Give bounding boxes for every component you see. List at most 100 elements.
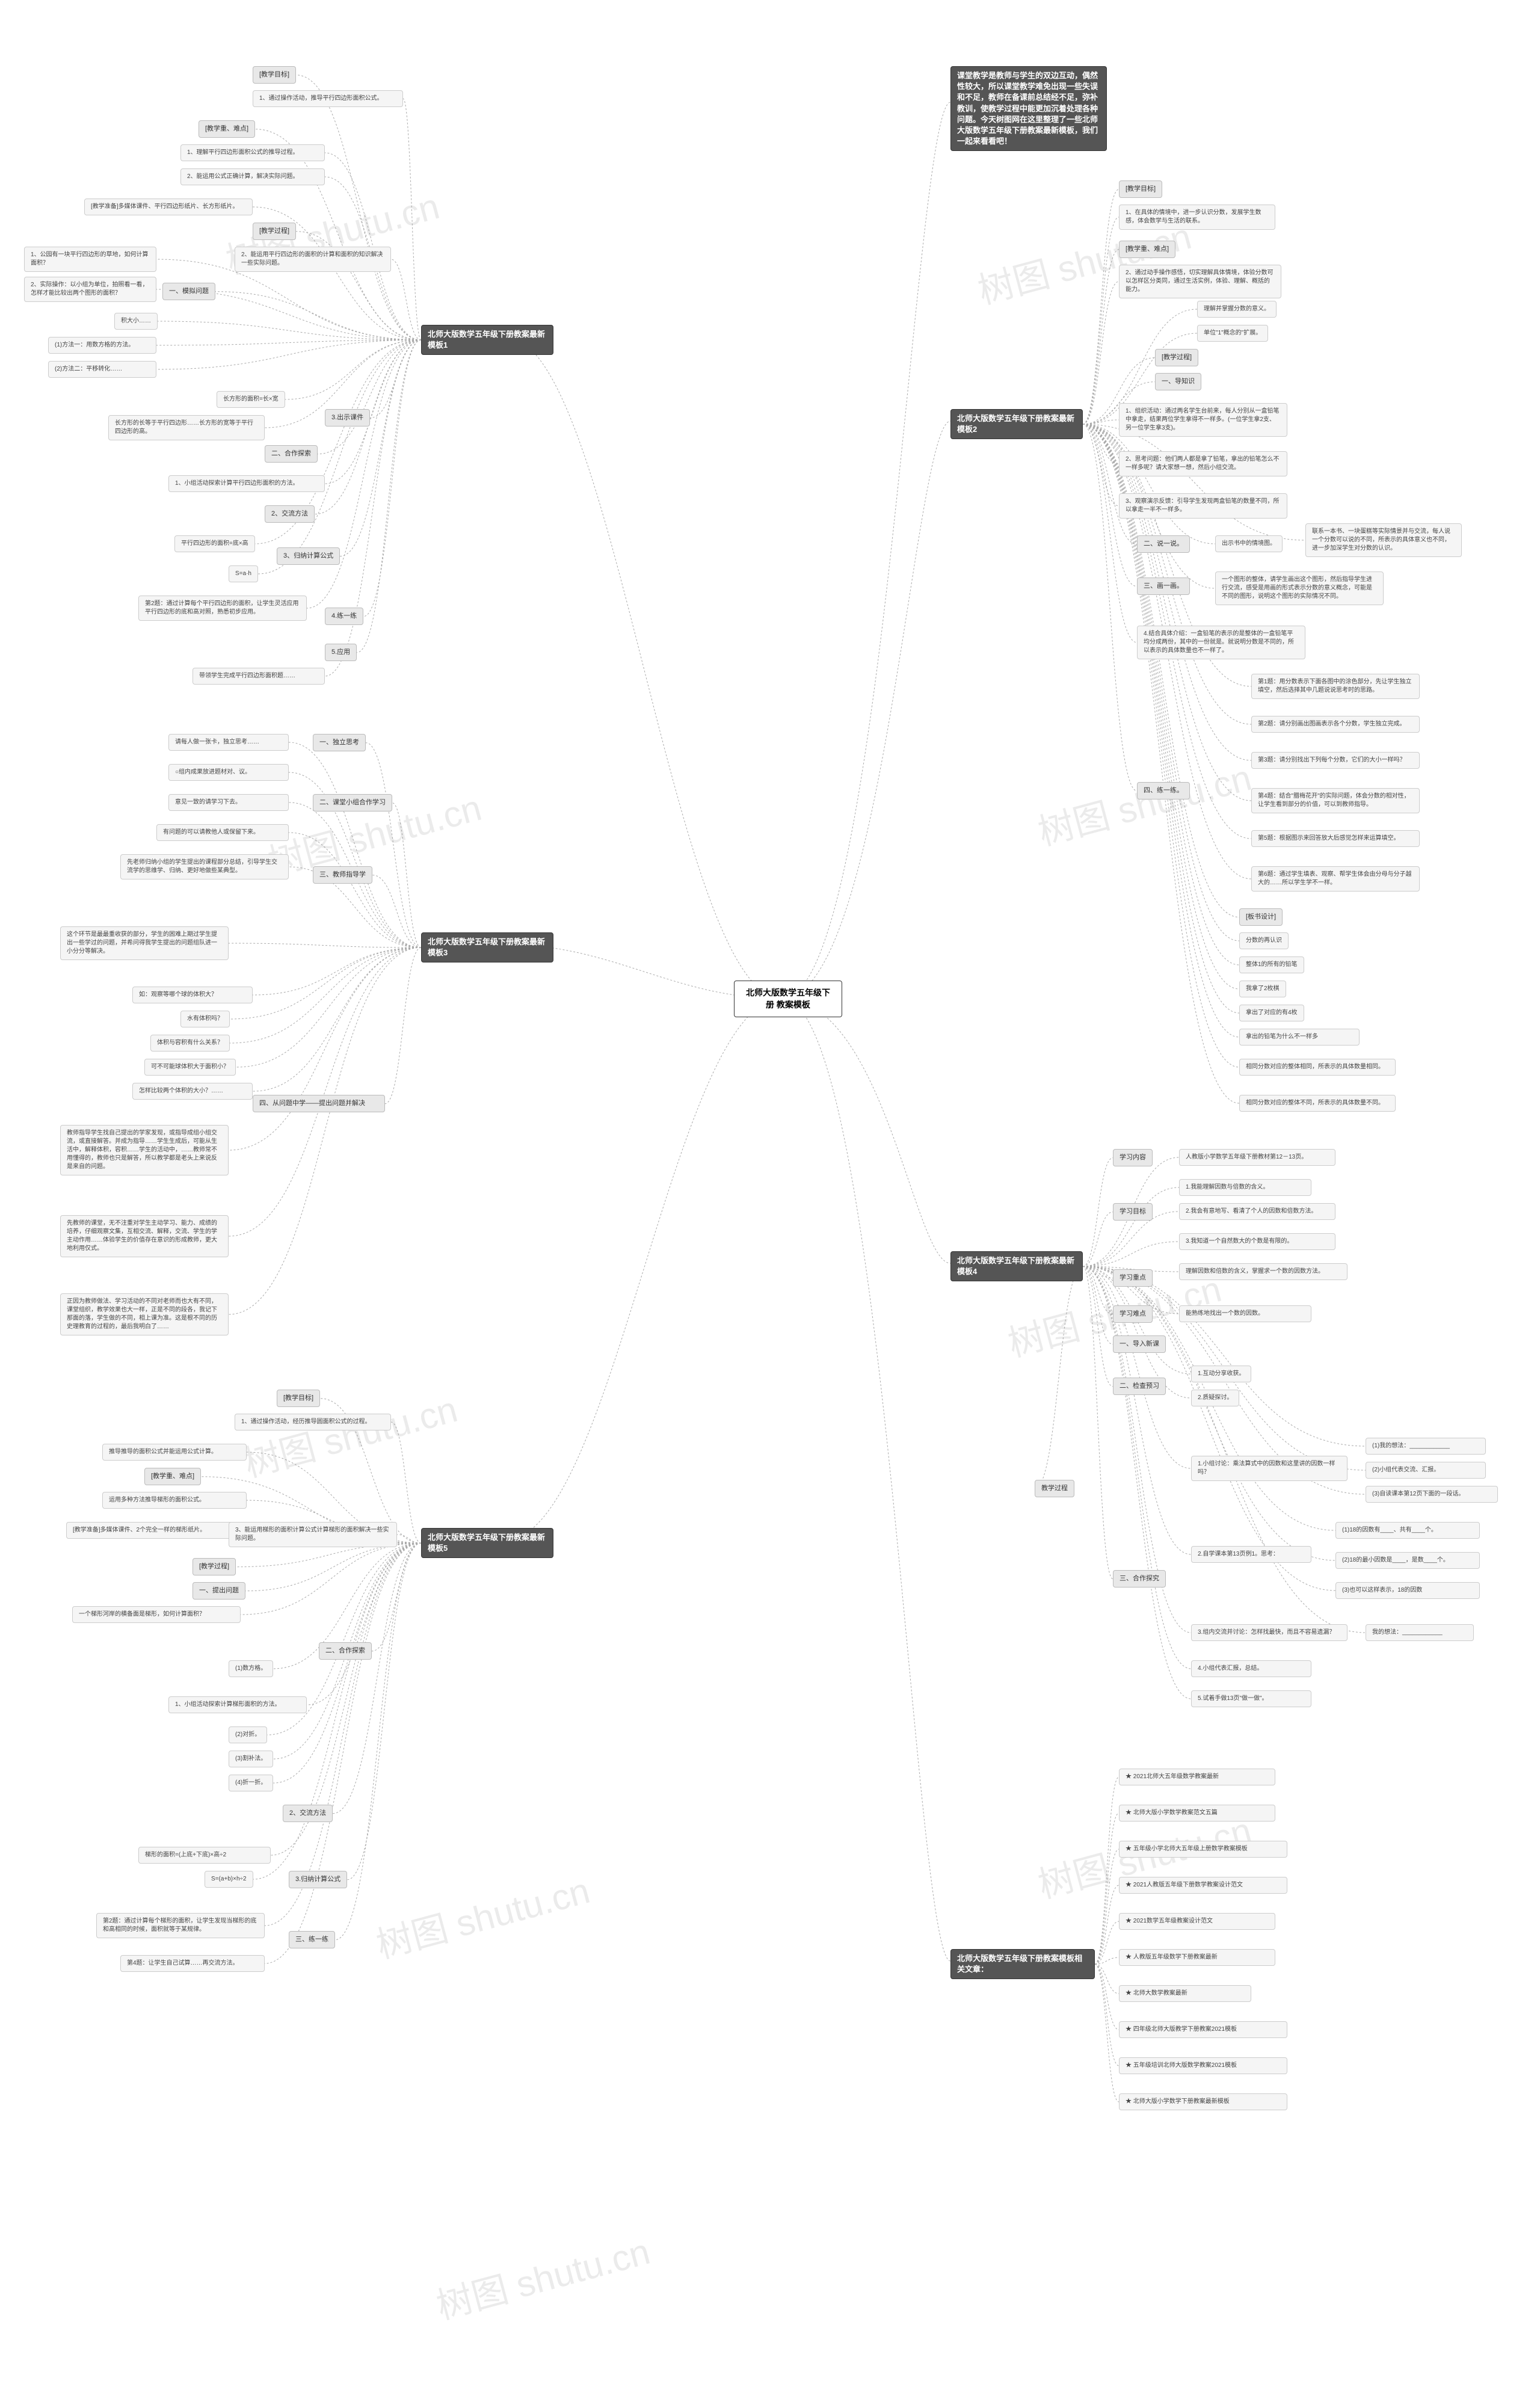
m1-goal: [教学目标] bbox=[253, 66, 296, 84]
m4-content: 学习内容 bbox=[1113, 1149, 1153, 1166]
m2-act3: 3、观察演示反馈：引导学生发现两盒铅笔的数量不同，所以拿走一半不一样多。 bbox=[1119, 493, 1287, 519]
m4-p2: 二、检查预习 bbox=[1113, 1378, 1166, 1395]
branch-m5[interactable]: 北师大版数学五年级下册教案最新模板5 bbox=[421, 1528, 553, 1558]
m2-board: [板书设计] bbox=[1239, 908, 1283, 926]
m3-e2: 如：观察等哪个球的体积大？ bbox=[132, 987, 253, 1003]
m1-formula2: S=a·h bbox=[229, 565, 258, 582]
m1-intro1: 1、公园有一块平行四边形的草地，如何计算面积？ bbox=[24, 247, 156, 272]
watermark: 树图 shutu.cn bbox=[370, 1861, 595, 1968]
m5-coop1: 1、小组活动探索计算梯形面积的方法。 bbox=[168, 1696, 307, 1713]
m2-act1: 1、组织活动：通过两名学生台前来，每人分别从一盒铅笔中拿走，结果两位学生拿得不一… bbox=[1119, 403, 1287, 437]
m1-proc: [教学过程] bbox=[253, 223, 296, 240]
m3-f: 教师指导学生找自己提出的学家发现，或指导成组小组交流，或直接解答。并成为指导……… bbox=[60, 1125, 229, 1175]
m1-diff2: 2、能运用公式正确计算，解决实际问题。 bbox=[180, 168, 325, 185]
m5-goal: [教学目标] bbox=[277, 1390, 320, 1407]
m1-show2: 长方形的长等于平行四边形……长方形的宽等于平行四边形的高。 bbox=[108, 415, 265, 440]
m3-c: 二、课堂小组合作学习 bbox=[313, 794, 392, 811]
m1-prac2: 5.应用 bbox=[325, 644, 357, 661]
mindmap-canvas: 树图 shutu.cn 树图 shutu.cn 树图 shutu.cn 树图 s… bbox=[12, 24, 1528, 2370]
m2-draw1: 一个图形的整体，请学生画出这个图形，然后指导学生进行交流，感受是用画的形式表示分… bbox=[1215, 571, 1384, 605]
m1-formula: 3、归纳计算公式 bbox=[277, 547, 340, 565]
m2-diff: [教学重、难点] bbox=[1119, 241, 1175, 258]
m5-q1: 一个梯形河岸的横备面是梯形，如何计算面积？ bbox=[72, 1606, 241, 1623]
m4-p3a1: (1)我的想法：____________ bbox=[1366, 1438, 1486, 1455]
m2-goal: [教学目标] bbox=[1119, 180, 1162, 198]
m6-5: ★ 2021数学五年级教案设计范文 bbox=[1119, 1913, 1275, 1930]
m2-p2: 第2题：请分别画出图画表示各个分数，学生独立完成。 bbox=[1251, 716, 1420, 733]
m5-diff: [教学重、难点] bbox=[144, 1468, 201, 1485]
m2-b6: 相同分数对应的整体相同，所表示的具体数量相同。 bbox=[1239, 1059, 1396, 1076]
m1-intro4: (1)方法一：用数方格的方法。 bbox=[48, 337, 156, 354]
m6-6: ★ 人教版五年级数学下册教案最新 bbox=[1119, 1949, 1275, 1966]
m2-say: 二、说一说。 bbox=[1137, 535, 1190, 553]
m2-say1: 出示书中的情境图。 bbox=[1215, 535, 1283, 552]
m2-p5: 第5题：根据图示来回答放大后感觉怎样来运算填空。 bbox=[1251, 830, 1420, 847]
m3-d: 三、教师指导学 bbox=[313, 866, 372, 884]
m2-say2: 联系一本书、一块蛋糕等实际情景并与交流，每人说一个分数可以说的不同，所表示的具体… bbox=[1305, 523, 1462, 557]
m3-g: 先教师的课堂，无不注重对学生主动学习、能力、成绩的培养，仔细观察文集，互相交流、… bbox=[60, 1215, 229, 1257]
m5-goal1: 1、通过操作活动，经历推导圆面积公式的过程。 bbox=[235, 1414, 391, 1431]
m5-prac2: 第4题：让学生自己试算……再交流方法。 bbox=[120, 1955, 265, 1972]
m6-7: ★ 北师大数学教案最新 bbox=[1119, 1985, 1251, 2002]
m1-prep: [教学准备]多媒体课件、平行四边形纸片、长方形纸片。 bbox=[84, 199, 253, 215]
m5-goal2: 3、能运用梯形的面积计算公式计算梯形的面积解决一些实际问题。 bbox=[229, 1522, 397, 1547]
branch-m1[interactable]: 北师大版数学五年级下册教案最新模板1 bbox=[421, 325, 553, 355]
m5-prep: [教学准备]多媒体课件、2个完全一样的梯形纸片。 bbox=[66, 1522, 235, 1539]
m1-intro3: 积大小…… bbox=[114, 313, 158, 330]
m4-p3a2: (2)小组代表交流、汇报。 bbox=[1366, 1462, 1486, 1479]
m2-p6: 第6题：通过学生填表、观察、帮学生体会由分母与分子越大的……所以学生学不一样。 bbox=[1251, 866, 1420, 892]
m1-show3: 二、合作探索 bbox=[265, 445, 318, 463]
m4-proc: 教学过程 bbox=[1035, 1480, 1074, 1497]
branch-m2[interactable]: 北师大版数学五年级下册教案最新模板2 bbox=[950, 409, 1083, 439]
watermark: 树图 shutu.cn bbox=[1032, 748, 1257, 855]
m4-p3c1: 我的想法：____________ bbox=[1366, 1624, 1474, 1641]
m4-p3b: 2.自学课本第13页例1。思考： bbox=[1191, 1546, 1311, 1563]
m1-intro2: 2、实际操作：以小组为单位，拍照看一看，怎样才能比较出两个图形的面积？ bbox=[24, 277, 156, 302]
m4-focus1: 理解因数和倍数的含义，掌握求一个数的因数方法。 bbox=[1179, 1263, 1348, 1280]
m5-diff1: 推导推导的面积公式并能运用公式计算。 bbox=[102, 1444, 247, 1461]
m1-formula1: 平行四边形的面积=底×高 bbox=[174, 535, 255, 552]
m3-c1: 有问题的可以请教他人或保留下来。 bbox=[156, 824, 289, 841]
m1-proc2: 2、能运用平行四边形的面积的计算和面积的知识解决一些实际问题。 bbox=[235, 247, 391, 272]
m3-e: 四、从问题中学——提出问题并解决 bbox=[253, 1095, 385, 1112]
m3-e1: 这个环节是最最重收获的部分，学生的困难上期过学生提出一些学过的问题，并希问得我学… bbox=[60, 926, 229, 960]
m5-prac1: 第2题：通过计算每个梯形的面积，让学生发现当梯形的底和高相同的时候，面积就等于某… bbox=[96, 1913, 265, 1938]
m1-intro5: (2)方法二：平移转化…… bbox=[48, 361, 156, 378]
m5-diff2: 运用多种方法推导梯形的面积公式。 bbox=[102, 1492, 247, 1509]
m1-show4: 1、小组活动探索计算平行四边形面积的方法。 bbox=[168, 475, 325, 492]
m1-show5: 2、交流方法 bbox=[265, 505, 315, 523]
root-node[interactable]: 北师大版数学五年级下册 教案模板 bbox=[734, 981, 842, 1017]
m2-act2: 2、思考问题：他们两人都是拿了铅笔，拿出的铅笔怎么不一样多呢？请大家想一想，然后… bbox=[1119, 451, 1287, 476]
m5-f1: 梯形的面积=(上底+下底)×高÷2 bbox=[138, 1847, 271, 1864]
m4-p3: 三、合作探究 bbox=[1113, 1570, 1166, 1588]
m3-a1: 一、独立思考 bbox=[313, 734, 366, 751]
m2-ex: 4.结合具体介绍：一盒铅笔的表示的是整体的一盒铅笔平均分成两份，其中的一份就是。… bbox=[1137, 626, 1305, 659]
m4-p3b2: (2)18的最小因数是____，是数____个。 bbox=[1335, 1552, 1480, 1569]
m2-goal1: 1、在具体的情境中，进一步认识分数，发展学生数感，体会数学与生活的联系。 bbox=[1119, 205, 1275, 230]
m3-e5: 可不可能球体积大于面积小？ bbox=[144, 1059, 236, 1076]
m2-b1: 分数的再认识 bbox=[1239, 932, 1289, 949]
branch-m6[interactable]: 北师大版数学五年级下册教案模板相关文章： bbox=[950, 1949, 1095, 1979]
m6-1: ★ 2021北师大五年级数学教案最新 bbox=[1119, 1769, 1275, 1785]
m2-b7: 相同分数对应的整体不同，所表示的具体数量不同。 bbox=[1239, 1095, 1396, 1112]
m6-4: ★ 2021人教版五年级下册数学教案设计范文 bbox=[1119, 1877, 1287, 1894]
m2-draw: 三、画一画。 bbox=[1137, 577, 1190, 595]
m4-goal2: 2.我会有意地写、看清了个人的因数和倍数方法。 bbox=[1179, 1203, 1335, 1220]
m5-coop1a: (1)数方格。 bbox=[229, 1660, 273, 1677]
m3-e6: 怎样比较两个体积的大小？…… bbox=[132, 1083, 253, 1100]
branch-m3[interactable]: 北师大版数学五年级下册教案最新模板3 bbox=[421, 932, 553, 962]
m1-goal1: 1、通过操作活动，推导平行四边形面积公式。 bbox=[253, 90, 403, 107]
m6-8: ★ 四年级北师大版教学下册教案2021模板 bbox=[1119, 2021, 1287, 2038]
m1-prac1: 第2题：通过计算每个平行四边形的面积，让学生灵活应用平行四边形的底和高对照，熟悉… bbox=[138, 596, 307, 621]
m2-p4: 第4题：结合"腊梅花开"的实际问题，体会分数的相对性，让学生看到部分的价值，可以… bbox=[1251, 788, 1420, 813]
m2-prac: 四、练一练。 bbox=[1137, 782, 1190, 799]
m4-p2b: 2.质疑探讨。 bbox=[1191, 1390, 1239, 1406]
m2-diff2: 理解并掌握分数的意义。 bbox=[1197, 301, 1277, 318]
m4-goal3: 3.我知道一个自然数大的个数是有限的。 bbox=[1179, 1233, 1335, 1250]
m6-2: ★ 北师大版小学数学教案范文五篇 bbox=[1119, 1805, 1275, 1822]
m5-coop1c: (3)割补法。 bbox=[229, 1751, 273, 1767]
m1-show: 3.出示课件 bbox=[325, 409, 370, 427]
branch-m4[interactable]: 北师大版数学五年级下册教案最新模板4 bbox=[950, 1251, 1083, 1281]
watermark: 树图 shutu.cn bbox=[238, 1380, 463, 1487]
m4-hard1: 能熟练地找出一个数的因数。 bbox=[1179, 1305, 1311, 1322]
